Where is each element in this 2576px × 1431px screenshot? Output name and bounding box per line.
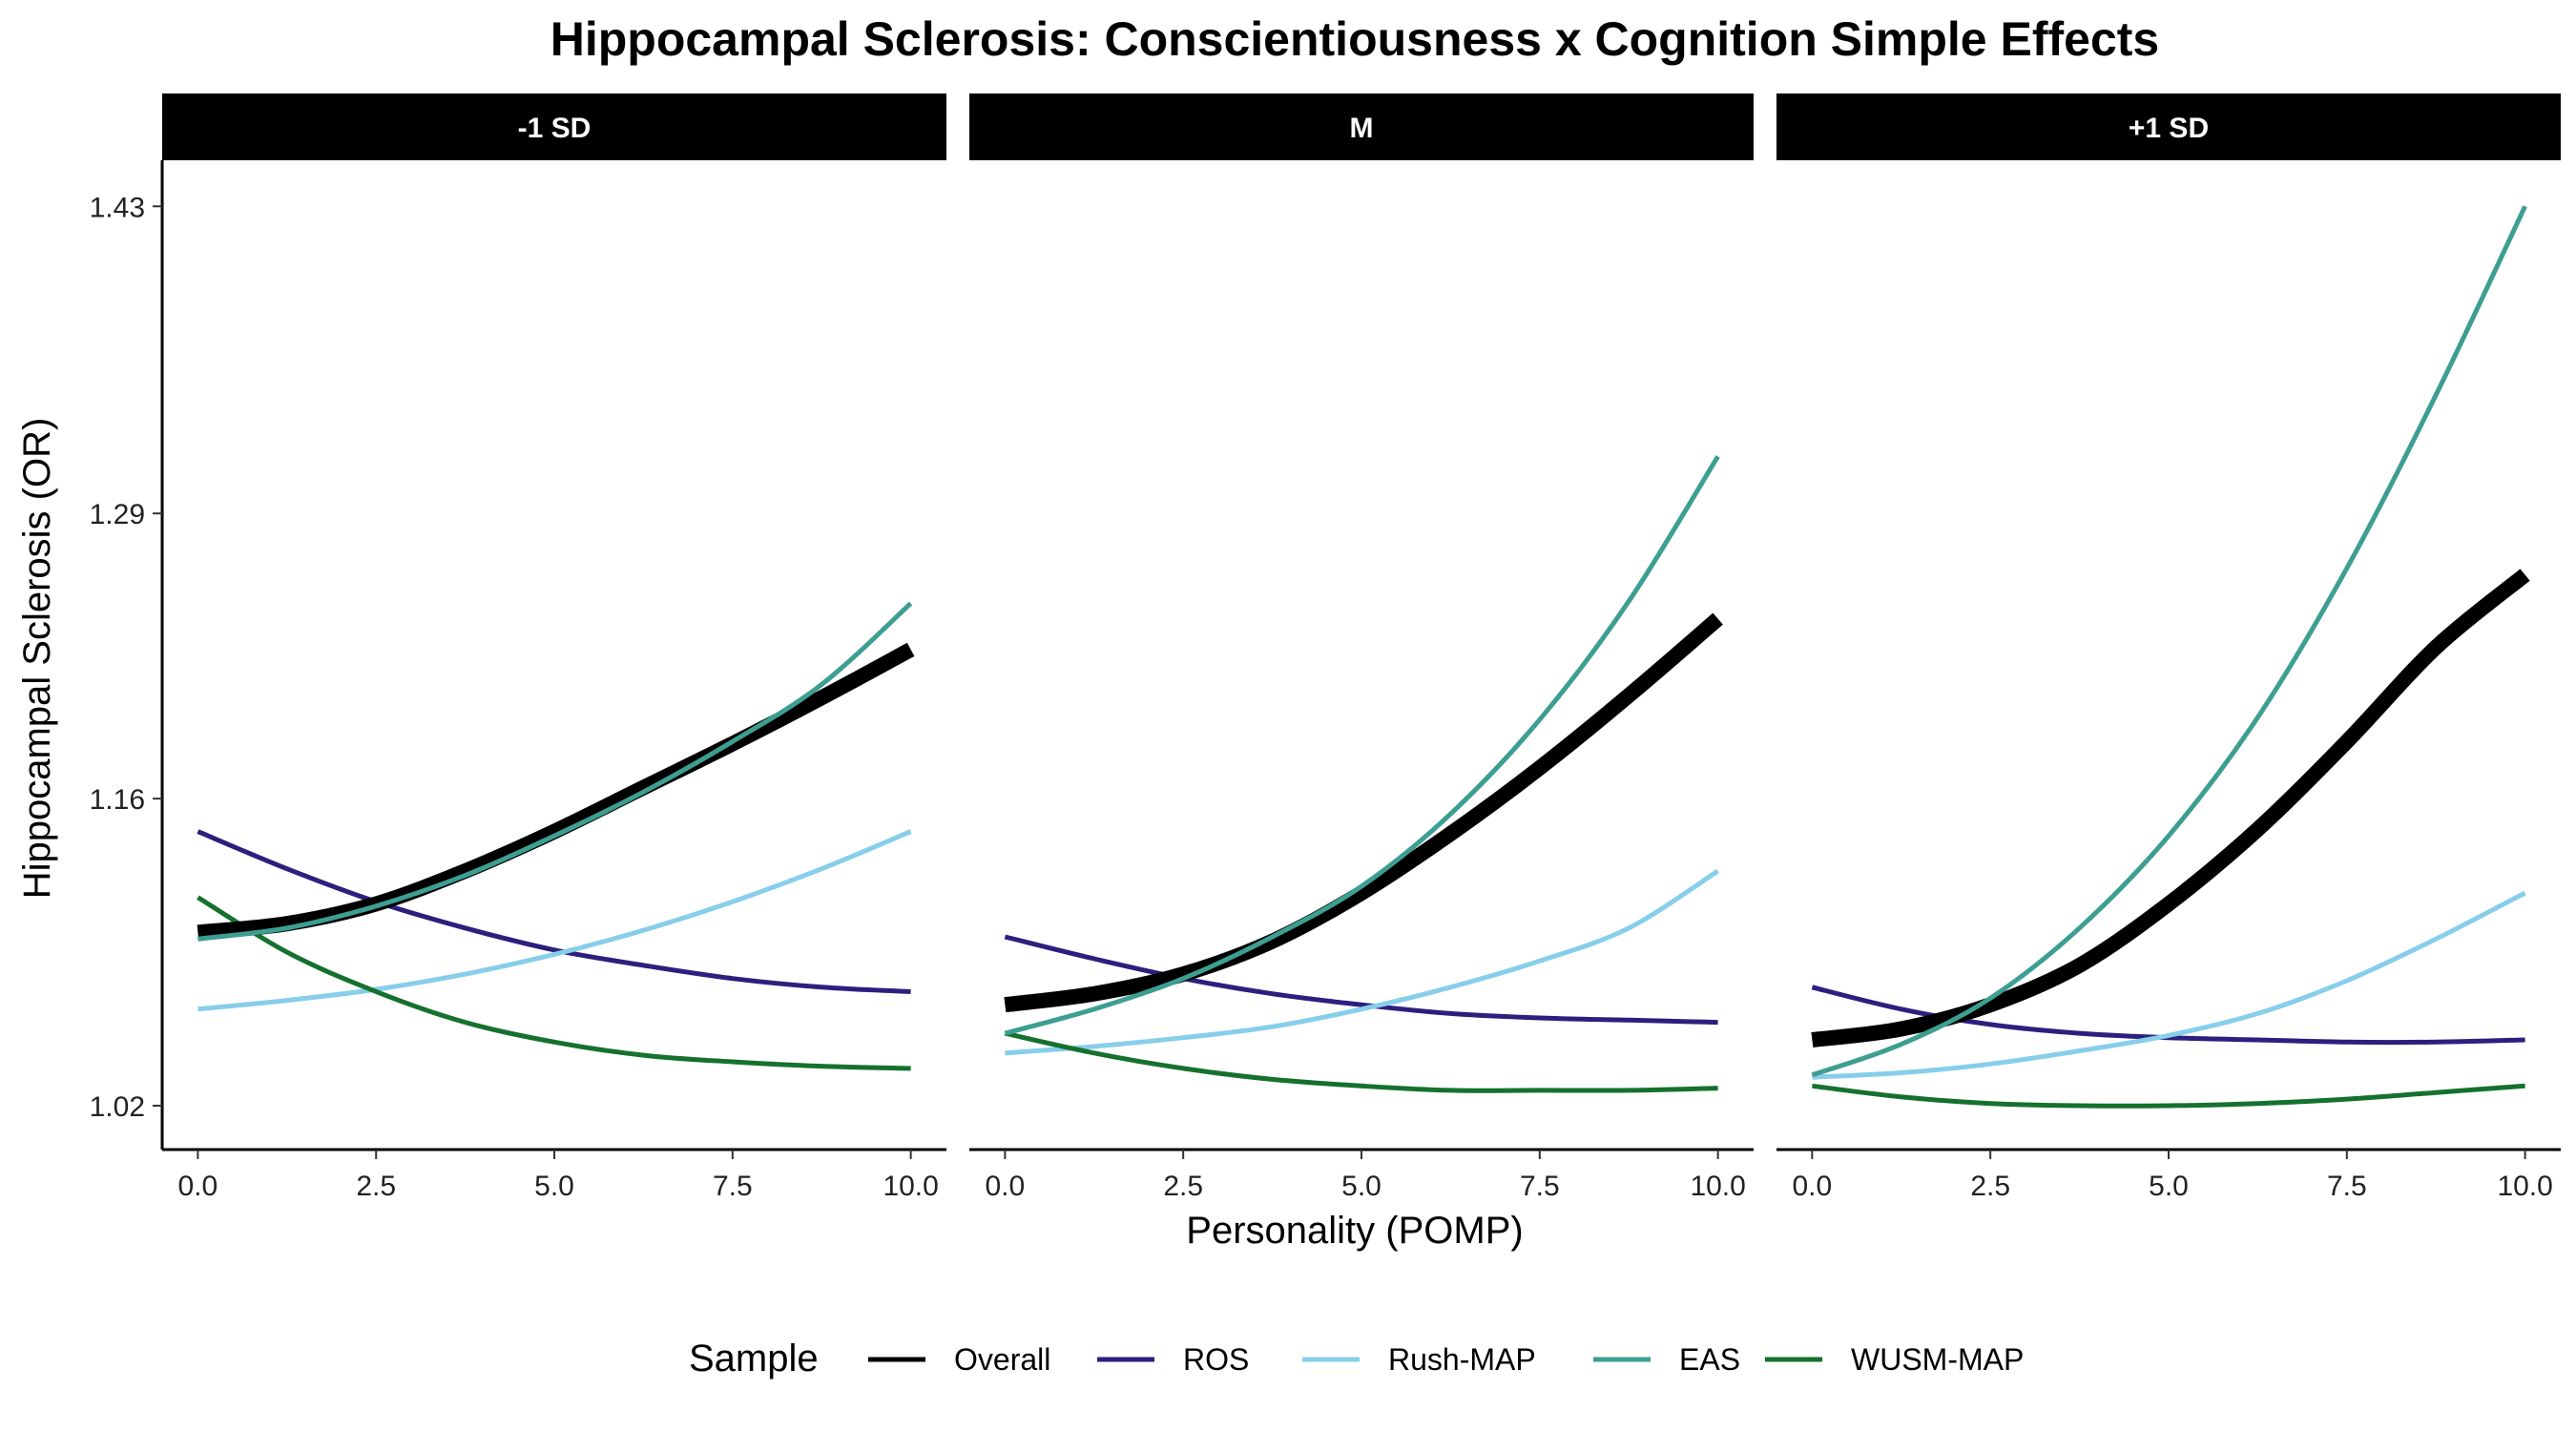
x-tick-label: 5.0	[534, 1171, 574, 1202]
x-tick-label: 7.5	[713, 1171, 753, 1202]
facet-strip	[969, 93, 1754, 160]
series-line-overall	[1811, 569, 2530, 1047]
legend-label: WUSM-MAP	[1851, 1342, 2024, 1377]
x-tick-label: 10.0	[883, 1171, 938, 1202]
facet-strip-label: +1 SD	[2129, 113, 2209, 144]
y-tick-label: 1.02	[90, 1091, 145, 1123]
legend: Sample Overall ROS Rush-MAP EAS WUSM-MAP	[689, 1338, 2024, 1379]
series-line-overall	[197, 642, 915, 941]
series-line-wusm-map	[197, 895, 911, 1071]
series-line-rush-map	[1005, 868, 1719, 1056]
series-line-rush-map	[1812, 890, 2526, 1080]
chart-title: Hippocampal Sclerosis: Conscientiousness…	[551, 12, 2159, 66]
legend-title: Sample	[689, 1338, 819, 1379]
x-tick-label: 0.0	[986, 1171, 1026, 1202]
series-line-wusm-map	[1812, 1083, 2525, 1109]
legend-label: EAS	[1679, 1342, 1740, 1377]
legend-label: ROS	[1183, 1342, 1249, 1377]
y-tick-label: 1.16	[90, 784, 145, 816]
legend-items: Overall ROS Rush-MAP EAS WUSM-MAP	[868, 1342, 2024, 1377]
y-axis-title: Hippocampal Sclerosis (OR)	[16, 418, 58, 900]
facet-panels: -1 SD 1.02 1.16 1.29 1.43 0.0 2.5 5.0 7.5 10.0 M 0.…	[90, 93, 2561, 1202]
x-tick-label: 7.5	[2327, 1171, 2367, 1202]
x-tick-label: 5.0	[2149, 1171, 2189, 1202]
facet-strip-label: -1 SD	[518, 113, 592, 144]
facet-strip	[162, 93, 946, 160]
series-line-eas	[1811, 205, 2527, 1078]
facet-strip-label: M	[1350, 113, 1374, 144]
x-tick-label: 0.0	[1793, 1171, 1833, 1202]
x-tick-label: 2.5	[1163, 1171, 1203, 1202]
facet-strip	[1776, 93, 2561, 160]
x-tick-label: 2.5	[356, 1171, 396, 1202]
x-tick-label: 10.0	[2497, 1171, 2552, 1202]
series-line-wusm-map	[1004, 1030, 1718, 1093]
series-line-rush-map	[197, 829, 912, 1012]
series-line-eas	[197, 601, 913, 942]
x-tick-label: 2.5	[1970, 1171, 2010, 1202]
facet-panel: M 0.0 2.5 5.0 7.5 10.0	[969, 93, 1754, 1202]
legend-label: Overall	[954, 1342, 1050, 1377]
x-tick-label: 5.0	[1341, 1171, 1381, 1202]
y-tick-label: 1.43	[90, 192, 145, 223]
facet-panel: +1 SD 0.0 2.5 5.0 7.5 10.0	[1776, 93, 2561, 1202]
series-line-ros	[1004, 934, 1718, 1026]
series-line-eas	[1004, 455, 1720, 1036]
legend-label: Rush-MAP	[1388, 1342, 1536, 1377]
series-line-overall	[1004, 612, 1723, 1013]
facet-panel: -1 SD 1.02 1.16 1.29 1.43 0.0 2.5 5.0 7.5 10.0	[90, 93, 946, 1202]
x-axis-title: Personality (POMP)	[1186, 1210, 1523, 1252]
series-line-ros	[197, 829, 911, 994]
x-tick-label: 7.5	[1520, 1171, 1560, 1202]
y-tick-label: 1.29	[90, 499, 145, 530]
x-tick-label: 10.0	[1690, 1171, 1745, 1202]
x-tick-label: 0.0	[178, 1171, 218, 1202]
